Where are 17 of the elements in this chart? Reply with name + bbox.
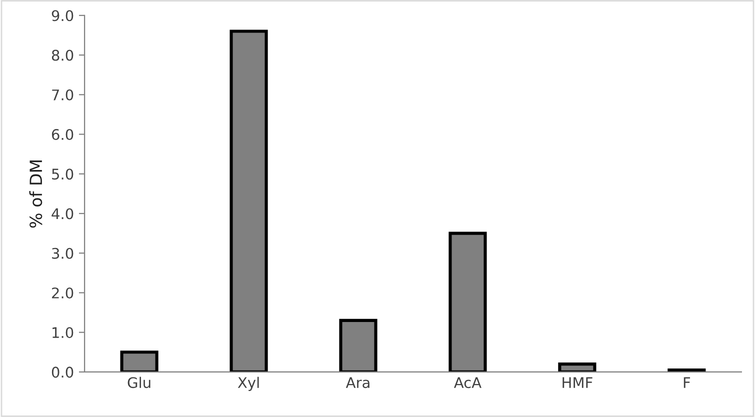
y-tick-label: 1.0 [52,327,74,338]
x-tick-label: Glu [128,376,150,388]
x-tick-label: Ara [346,377,370,388]
y-tick-label: 4.0 [52,208,74,220]
y-tick-label: 0.0 [52,366,74,378]
x-tick-label: HMF [562,377,592,388]
x-tick-label: Xyl [238,376,259,391]
y-tick-label: 7.0 [52,89,74,100]
y-axis-title: % of DM [29,160,42,228]
y-tick-label: 8.0 [52,50,74,61]
x-tick-label: AcA [454,377,482,388]
y-tick-label: 2.0 [52,287,74,298]
x-tick-label: F [684,377,690,388]
y-tick-label: 5.0 [52,168,74,180]
y-tick-label: 9.0 [52,10,74,22]
y-tick-label: 6.0 [52,128,74,140]
y-tick-label: 3.0 [52,248,74,259]
